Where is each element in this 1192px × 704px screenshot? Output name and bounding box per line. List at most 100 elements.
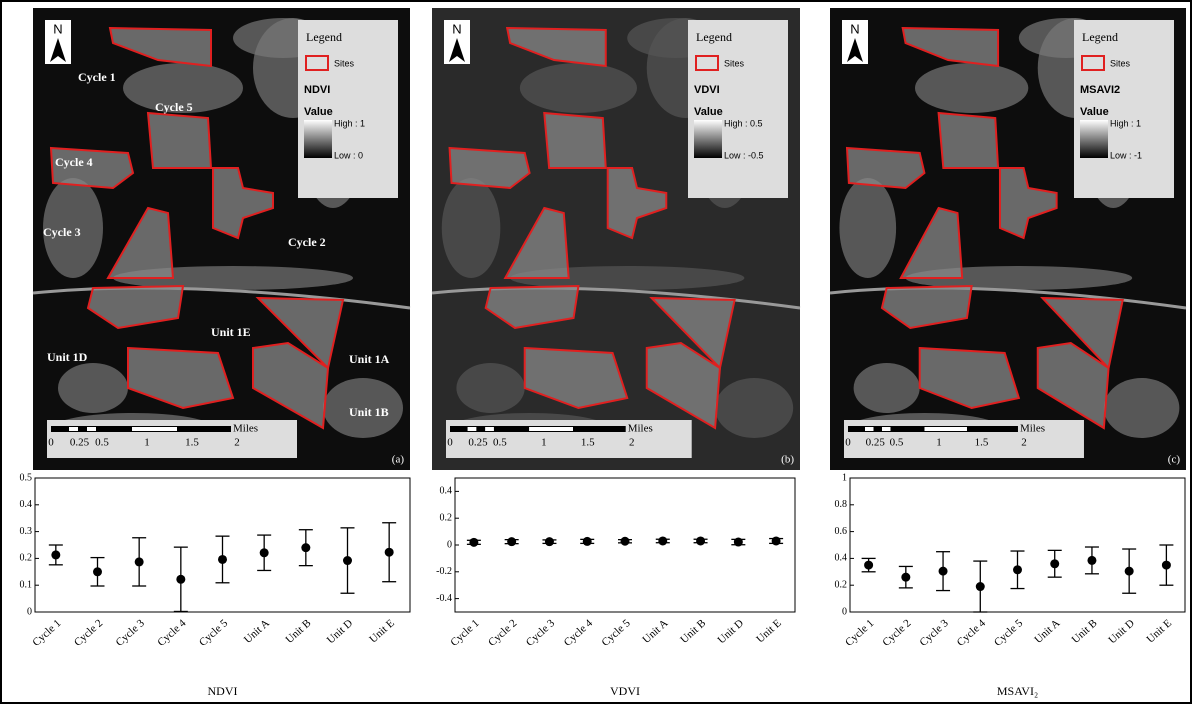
site-label: Cycle 3 xyxy=(43,225,81,239)
scale-segment xyxy=(132,427,177,431)
north-label: N xyxy=(53,21,62,36)
mean-point xyxy=(1087,556,1096,565)
scale-label: 0.5 xyxy=(493,437,507,449)
site-label: Unit 1D xyxy=(47,350,88,364)
legend-low: Low : -0.5 xyxy=(724,150,764,160)
legend-low: Low : 0 xyxy=(334,150,363,160)
mean-point xyxy=(772,536,781,545)
land-area xyxy=(1104,378,1180,438)
y-tick-label: 0 xyxy=(447,539,452,550)
legend-ramp xyxy=(694,120,722,158)
scale-segment xyxy=(882,427,890,431)
figure: NLegendSitesNDVIValueHigh : 1Low : 000.2… xyxy=(0,0,1192,704)
legend-sites: Sites xyxy=(1110,58,1131,68)
scale-unit: Miles xyxy=(628,423,653,435)
land-area xyxy=(520,63,637,113)
mean-point xyxy=(545,537,554,546)
mean-point xyxy=(621,537,630,546)
scale-label: 0.25 xyxy=(468,437,488,449)
scale-label: 1 xyxy=(541,437,547,449)
y-tick-label: 0.4 xyxy=(835,553,848,564)
mean-point xyxy=(385,548,394,557)
scale-label: 2 xyxy=(629,437,635,449)
mean-point xyxy=(734,538,743,547)
scale-segment xyxy=(69,427,78,431)
mean-point xyxy=(469,538,478,547)
site-polygon xyxy=(544,113,605,168)
scale-segment xyxy=(485,427,494,431)
mean-point xyxy=(864,561,873,570)
y-tick-label: 0.2 xyxy=(20,553,33,564)
panel-label: (b) xyxy=(781,454,794,466)
scale-segment xyxy=(529,427,573,431)
legend-high: High : 0.5 xyxy=(724,118,763,128)
scale-label: 0 xyxy=(447,437,453,449)
site-label: Cycle 5 xyxy=(155,100,193,114)
y-tick-label: 1 xyxy=(842,472,847,483)
site-label: Cycle 1 xyxy=(78,70,116,84)
north-label: N xyxy=(452,21,461,36)
y-tick-label: 0.3 xyxy=(20,526,33,537)
legend-high: High : 1 xyxy=(334,118,365,128)
scale-label: 1 xyxy=(936,437,942,449)
mean-point xyxy=(93,567,102,576)
scale-label: 2 xyxy=(234,437,240,449)
site-polygon xyxy=(450,148,530,188)
scale-unit: Miles xyxy=(1020,423,1045,435)
scale-label: 1.5 xyxy=(975,437,989,449)
scale-segment xyxy=(865,427,873,431)
y-tick-label: 0.8 xyxy=(835,499,848,510)
mean-point xyxy=(901,573,910,582)
mean-point xyxy=(1125,567,1134,576)
y-tick-label: 0.6 xyxy=(835,526,848,537)
legend-index: VDVI xyxy=(694,84,720,96)
north-label: N xyxy=(850,21,859,36)
scale-label: 0.25 xyxy=(866,437,886,449)
y-tick-label: 0.4 xyxy=(440,486,453,497)
legend-sites: Sites xyxy=(724,58,745,68)
plot-frame xyxy=(850,478,1185,612)
panel-label: (a) xyxy=(392,454,405,466)
scale-label: 0 xyxy=(845,437,851,449)
site-label: Unit 1B xyxy=(349,405,389,419)
site-polygon xyxy=(847,148,924,188)
legend-value-title: Value xyxy=(304,106,333,118)
mean-point xyxy=(583,537,592,546)
scale-label: 1.5 xyxy=(185,437,199,449)
land-area xyxy=(915,63,1028,113)
land-area xyxy=(456,363,524,413)
scale-segment xyxy=(924,427,966,431)
scale-label: 2 xyxy=(1021,437,1027,449)
legend-index: NDVI xyxy=(304,84,330,96)
scale-label: 0.25 xyxy=(70,437,90,449)
x-axis-label: NDVI xyxy=(208,684,238,698)
mean-point xyxy=(301,543,310,552)
scale-segment xyxy=(87,427,96,431)
y-tick-label: 0 xyxy=(842,606,847,617)
legend-title: Legend xyxy=(696,30,732,44)
legend-low: Low : -1 xyxy=(1110,150,1142,160)
legend-ramp xyxy=(304,120,332,158)
mean-point xyxy=(507,537,516,546)
panel-label: (c) xyxy=(1168,454,1181,466)
site-label: Unit 1A xyxy=(349,352,390,366)
mean-point xyxy=(658,536,667,545)
mean-point xyxy=(260,548,269,557)
land-area xyxy=(58,363,128,413)
legend-value-title: Value xyxy=(694,106,723,118)
y-tick-label: -0.4 xyxy=(436,593,452,604)
legend-title: Legend xyxy=(1082,30,1118,44)
scale-label: 0 xyxy=(48,437,54,449)
y-tick-label: 0.2 xyxy=(835,579,848,590)
land-area xyxy=(854,363,920,413)
site-label: Cycle 2 xyxy=(288,235,326,249)
y-tick-label: 0.4 xyxy=(20,499,33,510)
legend-ramp xyxy=(1080,120,1108,158)
y-tick-label: 0 xyxy=(27,606,32,617)
land-area xyxy=(839,178,896,278)
mean-point xyxy=(135,557,144,566)
x-axis-label: VDVI xyxy=(610,684,640,698)
